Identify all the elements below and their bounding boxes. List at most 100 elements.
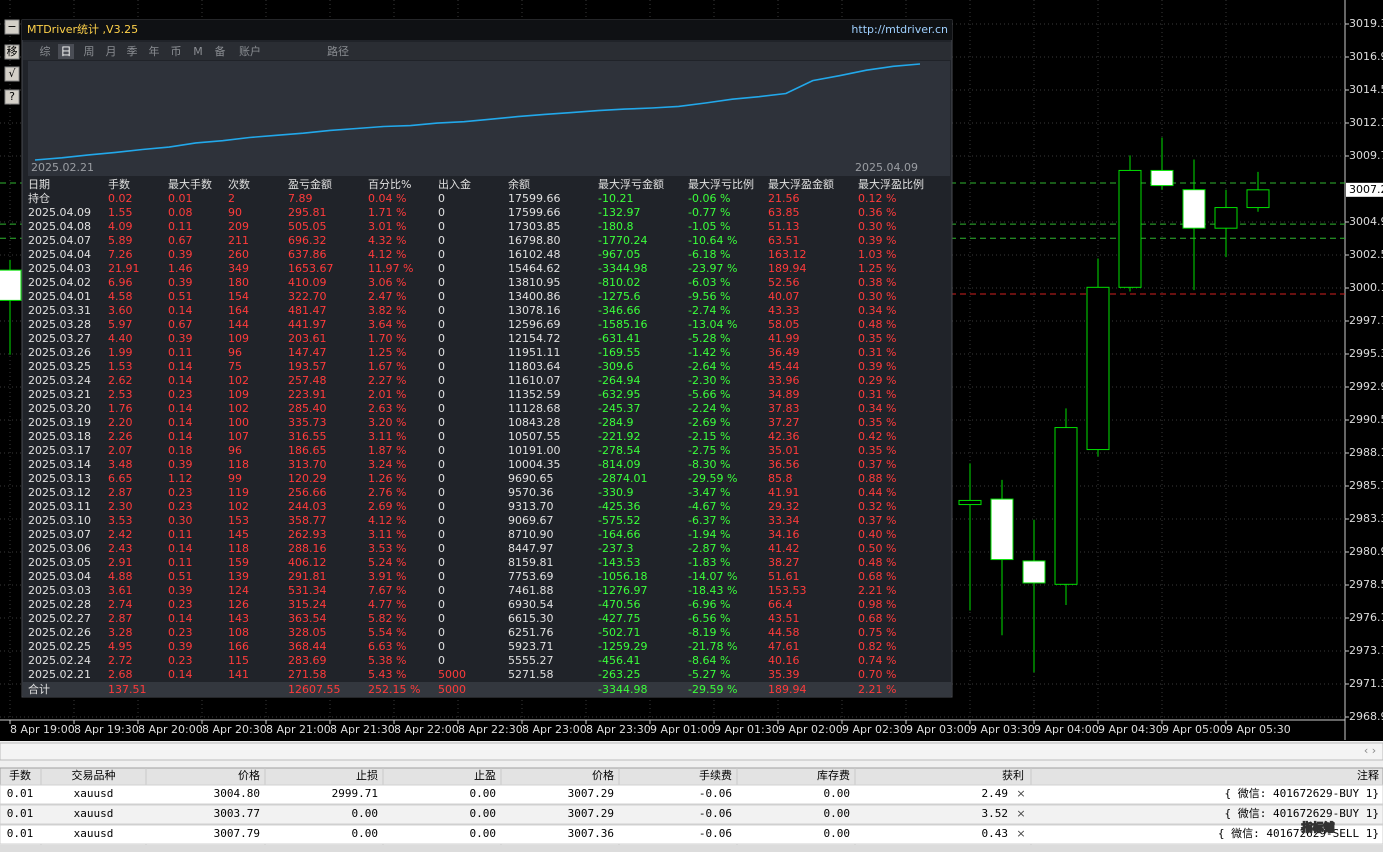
side-button-label[interactable]: ? — [9, 90, 15, 103]
table-cell: 41.91 — [768, 486, 800, 499]
order-cell[interactable]: xauusd — [74, 787, 114, 800]
order-cell[interactable]: 0.00 — [824, 787, 851, 800]
order-cell[interactable]: 3003.77 — [214, 807, 260, 820]
order-cell[interactable]: 0.00 — [470, 807, 497, 820]
order-row-bg[interactable] — [0, 784, 1383, 805]
order-cell[interactable]: 2999.71 — [332, 787, 378, 800]
table-cell: 0 — [438, 290, 445, 303]
order-row[interactable]: 0.01 xauusd 3004.80 2999.71 0.00 3007.29 -0.06… — [0, 784, 1383, 805]
table-cell: 368.44 — [288, 640, 327, 653]
side-button[interactable]: √ — [4, 66, 20, 82]
table-cell: 58.05 — [768, 318, 800, 331]
order-cell[interactable]: 0.00 — [470, 787, 497, 800]
table-cell: 147.47 — [288, 346, 327, 359]
table-cell: 34.16 — [768, 528, 800, 541]
order-cell[interactable]: -0.06 — [699, 807, 732, 820]
tab[interactable]: 季 — [127, 45, 138, 58]
order-cell[interactable]: 0.00 — [470, 827, 497, 840]
table-cell: 0.14 — [168, 668, 193, 681]
table-cell: 0.39 — [168, 584, 193, 597]
table-cell: 7753.69 — [508, 570, 554, 583]
table-cell: 1.87 % — [368, 444, 406, 457]
time-label: 8 Apr 19:00 — [10, 723, 75, 736]
close-order-icon[interactable]: × — [1016, 827, 1025, 840]
table-cell: -346.66 — [598, 304, 640, 317]
close-order-icon[interactable]: × — [1016, 807, 1025, 820]
side-button-box[interactable] — [4, 44, 20, 60]
side-button[interactable]: − — [4, 19, 20, 35]
order-cell[interactable]: -0.06 — [699, 787, 732, 800]
order-cell[interactable]: -0.06 — [699, 827, 732, 840]
table-cell: 118 — [228, 458, 249, 471]
table-cell: 63.51 — [768, 234, 800, 247]
order-row[interactable]: 0.01 xauusd 3003.77 0.00 0.00 3007.29 -0.06 0.0… — [0, 804, 1383, 825]
table-cell: -23.97 % — [688, 262, 737, 275]
table-cell: 85.8 — [768, 472, 793, 485]
table-cell: 5.54 % — [368, 626, 406, 639]
order-cell[interactable]: 3007.36 — [568, 827, 614, 840]
table-cell: 4.88 — [108, 570, 133, 583]
order-cell[interactable]: 0.01 — [7, 827, 34, 840]
side-button[interactable]: ? — [4, 89, 20, 105]
close-order-icon[interactable]: × — [1016, 787, 1025, 800]
order-cell[interactable]: 0.00 — [824, 827, 851, 840]
tab[interactable]: 路径 — [327, 45, 349, 58]
order-cell[interactable]: xauusd — [74, 807, 114, 820]
table-cell: -632.95 — [598, 388, 640, 401]
order-cell[interactable]: 0.00 — [352, 807, 379, 820]
order-cell[interactable]: { 微信: 401672629-BUY 1} — [1225, 806, 1379, 820]
order-cell[interactable]: 3004.80 — [214, 787, 260, 800]
order-cell[interactable]: 3007.79 — [214, 827, 260, 840]
table-cell: 5.89 — [108, 234, 133, 247]
order-row-bg[interactable] — [0, 824, 1383, 845]
side-button-label[interactable]: 移 — [7, 45, 18, 58]
order-cell[interactable]: 2.49 — [982, 787, 1009, 800]
table-cell: 2025.03.11 — [28, 500, 91, 513]
side-button-label[interactable]: √ — [8, 67, 16, 80]
tab[interactable]: 备 — [215, 44, 226, 58]
order-cell[interactable]: 0.00 — [824, 807, 851, 820]
table-cell: -2.64 % — [688, 360, 730, 373]
panel-url[interactable]: http://mtdriver.cn — [851, 23, 948, 36]
table-cell: 0 — [438, 486, 445, 499]
table-cell: -6.96 % — [688, 598, 730, 611]
order-row-bg[interactable] — [0, 804, 1383, 825]
tab[interactable]: 综 — [40, 44, 51, 58]
order-cell[interactable]: 0.43 — [982, 827, 1009, 840]
table-cell: -169.55 — [598, 346, 640, 359]
order-row[interactable]: 0.01 xauusd 3007.79 0.00 0.00 3007.36 -0.06 0.0… — [0, 824, 1383, 845]
side-button[interactable]: 移 — [4, 44, 20, 60]
terminal: ‹ › 手数 交易品种 价格 止损 止盈 价格 手续费 库存费 获利 注释 0.01 xauusd 300… — [0, 741, 1383, 852]
side-button-label[interactable]: − — [7, 20, 16, 33]
tab[interactable]: 账户 — [239, 44, 261, 58]
time-label: 9 Apr 03:30 — [970, 723, 1035, 736]
table-cell: -2.87 % — [688, 542, 730, 555]
table-cell: 1.70 % — [368, 332, 406, 345]
order-cell[interactable]: 0.01 — [7, 807, 34, 820]
table-cell: 410.09 — [288, 276, 327, 289]
order-cell[interactable]: 3007.29 — [568, 807, 614, 820]
tab[interactable]: 币 — [171, 45, 182, 58]
order-cell[interactable]: 3.52 — [982, 807, 1009, 820]
tab[interactable]: 月 — [106, 45, 117, 58]
side-button-box[interactable] — [4, 19, 20, 35]
table-cell: 0.23 — [168, 388, 193, 401]
table-cell: 2025.03.12 — [28, 486, 91, 499]
order-cell[interactable]: { 微信: 401672629-SELL 1} — [1218, 826, 1379, 840]
table-cell: 11352.59 — [508, 388, 561, 401]
order-cell[interactable]: 0.00 — [352, 827, 379, 840]
side-button-box[interactable] — [4, 66, 20, 82]
order-cell[interactable]: 3007.29 — [568, 787, 614, 800]
tab[interactable]: 年 — [149, 44, 160, 58]
table-cell: 8159.81 — [508, 556, 554, 569]
side-button-box[interactable] — [4, 89, 20, 105]
order-cell[interactable]: xauusd — [74, 827, 114, 840]
tab[interactable]: 日 — [61, 45, 72, 58]
price-tick-label: 3009.75 — [1349, 149, 1383, 162]
table-cell: 10507.55 — [508, 430, 561, 443]
order-cell[interactable]: { 微信: 401672629-BUY 1} — [1225, 786, 1379, 800]
tab[interactable]: 周 — [84, 45, 95, 58]
table-cell: 203.61 — [288, 332, 327, 345]
tab[interactable]: M — [193, 45, 203, 58]
order-cell[interactable]: 0.01 — [7, 787, 34, 800]
